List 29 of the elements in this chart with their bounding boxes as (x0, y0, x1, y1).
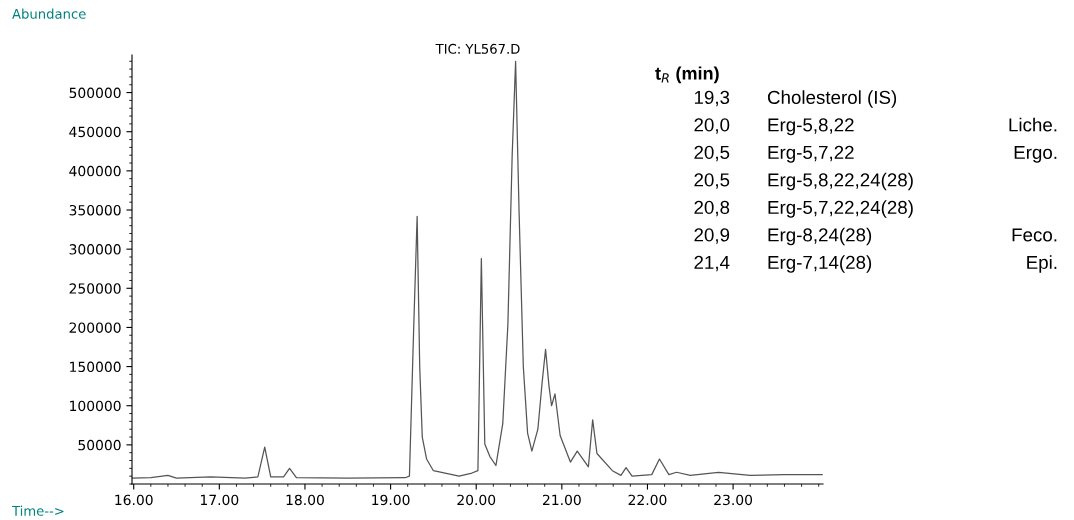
text: 19,3 Cholesterol (IS) (694, 90, 897, 108)
x-tick-label: 17.00 (200, 494, 239, 506)
y-tick-label: 350000 (69, 204, 121, 216)
y-tick-label: 250000 (69, 283, 121, 294)
text: 20,5 Erg-5,8,22,24(28) (694, 172, 913, 191)
y-tick-label: 500000 (69, 87, 121, 99)
y-tick-label: 50000 (78, 439, 121, 451)
x-tick-label: 19.00 (372, 494, 410, 506)
y-tick-label: 450000 (69, 126, 121, 138)
x-tick-label: 18.00 (286, 494, 324, 506)
text: 20,9 Erg-8,24(28) Feco. (694, 227, 1057, 246)
x-tick-label: 23.00 (714, 494, 753, 506)
chart-title: TIC: YL567.D (435, 43, 520, 54)
text: 21,4 Erg-7,14(28) Epi. (694, 255, 1057, 273)
annotation: t$_{R}$ (min) (655, 66, 719, 84)
y-tick-label: 200000 (69, 322, 121, 333)
y-tick-label: 150000 (70, 361, 121, 373)
x-tick-label: 22.00 (628, 494, 667, 506)
x-tick-label: 20.00 (457, 494, 496, 506)
text: 20,8 Erg-5,7,22,24(28) (694, 200, 913, 218)
text: 20,0 Erg-5,8,22 Liche. (694, 117, 1057, 136)
x-tick-label: 21.00 (542, 494, 581, 506)
y-axis-title: Abundance (12, 8, 86, 19)
x-tick-label: 16.00 (115, 494, 153, 506)
text: 20,5 Erg-5,7,22 Ergo. (694, 145, 1057, 163)
x-axis-title: Time--> (11, 505, 64, 516)
y-tick-label: 300000 (69, 244, 121, 255)
y-tick-label: 400000 (69, 165, 121, 177)
y-tick-label: 100000 (70, 400, 121, 412)
